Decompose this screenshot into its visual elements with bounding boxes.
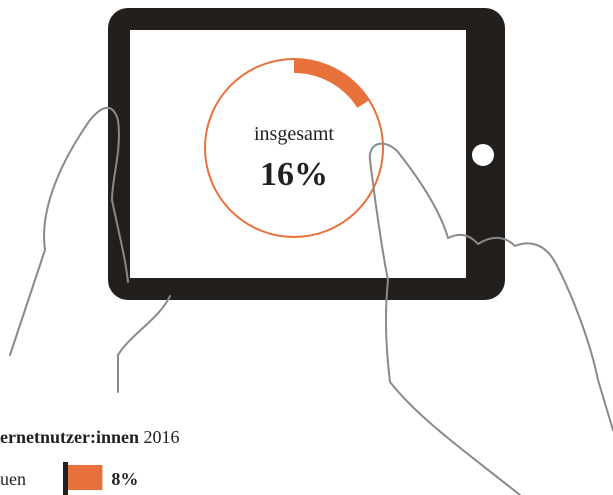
bar [68,465,102,490]
bar-axis [63,462,68,495]
donut-label: insgesamt [254,123,334,145]
bar-title-year: 2016 [143,427,179,447]
bar-value-label: 8% [111,469,138,489]
donut-value: 16% [260,156,328,193]
bar-title-bold: ernetnutzer:innen [0,427,139,447]
bar-title: ernetnutzer:innen 2016 [0,427,179,447]
left-thumb [118,296,170,392]
home-button [472,144,494,166]
infographic: insgesamt 16% ernetnutzer:innen 2016 uen… [0,0,613,495]
right-wrist [390,382,520,495]
bar-category: uen [0,469,26,489]
